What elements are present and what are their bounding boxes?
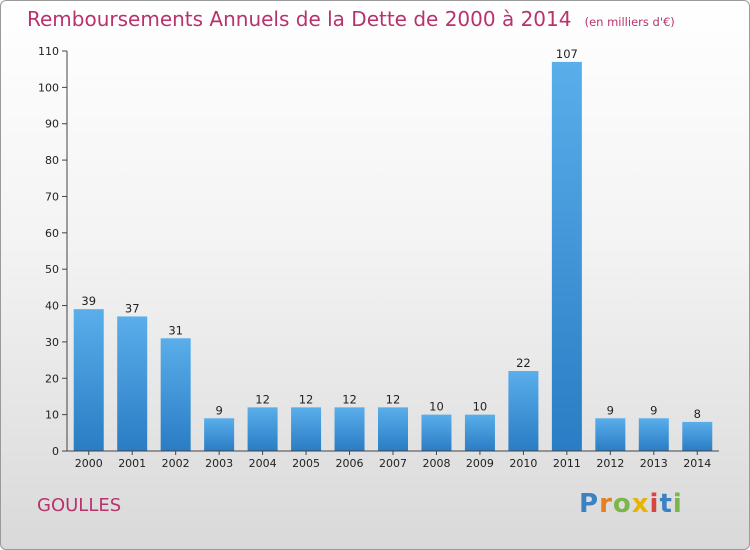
x-axis: 2000 2001 2002 2003 2004 2005 2006 2007 2008 2009… [67,450,719,470]
commune-name: GOULLES [37,495,122,516]
bar [117,316,148,451]
bar-value-label: 39 [81,294,96,308]
x-tick-label: 2007 [379,457,407,470]
x-tick-label: 2003 [205,457,233,470]
bar-value-label: 12 [386,392,401,406]
logo-letter: t [659,489,673,519]
bar [73,309,104,451]
logo-letter: o [612,489,632,519]
bar-value-label: 9 [650,403,657,417]
y-tick-label: 10 [45,409,59,422]
bar-value-label: 31 [168,323,183,337]
bar-value-label: 107 [556,47,578,61]
bar-value-label: 10 [473,400,488,414]
y-tick-label: 110 [38,45,59,58]
y-axis: 0 10 20 30 40 50 60 70 80 90 100 110 [38,45,68,458]
x-tick-label: 2001 [118,457,146,470]
chart-subtitle: (en milliers d'€) [584,15,675,29]
bar [204,418,235,451]
x-tick-label: 2005 [292,457,320,470]
y-tick-label: 100 [38,81,59,94]
bar [334,407,365,451]
bar-value-label: 12 [299,392,314,406]
x-tick-label: 2008 [422,457,450,470]
y-tick-label: 30 [45,336,59,349]
y-tick-label: 70 [45,190,59,203]
x-tick-label: 2013 [640,457,668,470]
bar [421,414,452,451]
bar [508,371,539,451]
y-tick-label: 50 [45,263,59,276]
bar-value-label: 8 [694,407,701,421]
x-tick-label: 2002 [162,457,190,470]
x-tick-label: 2004 [249,457,277,470]
y-tick-label: 90 [45,118,59,131]
bar [682,421,713,451]
bar-value-label: 10 [429,400,444,414]
logo-letter: i [672,489,683,519]
proxiti-logo: Proxiti [579,489,683,519]
x-tick-label: 2000 [75,457,103,470]
logo-letter: x [631,489,650,519]
bar-value-label: 22 [516,356,531,370]
bar [551,61,582,452]
bar [378,407,408,451]
logo-letter: P [579,489,600,519]
x-tick-label: 2012 [596,457,624,470]
bar [595,418,626,451]
x-tick-label: 2010 [509,457,537,470]
bar-value-label: 12 [342,392,357,406]
y-tick-label: 80 [45,154,59,167]
y-tick-label: 20 [45,372,59,385]
logo-letter: i [649,489,660,519]
bars-group: 39 37 31 9 12 12 12 12 10 10 22 107 9 9 8 [73,47,713,452]
logo-letter: r [599,489,613,519]
x-tick-label: 2009 [466,457,494,470]
bar [638,418,669,451]
y-tick-label: 0 [52,445,59,458]
bar-value-label: 12 [255,392,270,406]
x-tick-label: 2006 [336,457,364,470]
y-tick-label: 40 [45,300,59,313]
bar [247,407,278,451]
bar [160,338,191,451]
x-tick-label: 2014 [683,457,711,470]
bar-value-label: 9 [215,403,222,417]
bar [291,407,322,451]
x-tick-label: 2011 [553,457,581,470]
y-tick-label: 60 [45,227,59,240]
bar-value-label: 9 [607,403,614,417]
chart-title-block: Remboursements Annuels de la Dette de 20… [27,7,675,31]
bar-value-label: 37 [125,301,140,315]
chart-title: Remboursements Annuels de la Dette de 20… [27,7,572,31]
bar [464,414,495,451]
